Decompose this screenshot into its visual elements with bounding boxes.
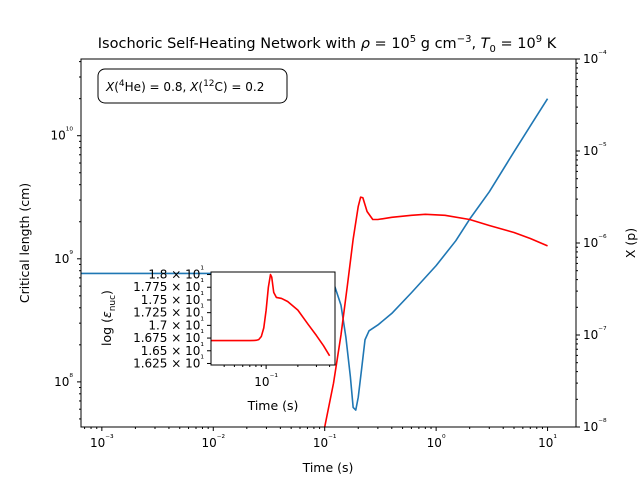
inset-x-axis-ticks: 10⁻¹ <box>223 365 331 389</box>
main-ylabel: Critical length (cm) <box>17 183 32 303</box>
inset-y-tick-label: 1.8 × 10¹ <box>148 266 204 282</box>
x-tick-label: 10¹ <box>538 434 557 450</box>
y-left-tick-label: 10¹⁰ <box>51 127 74 143</box>
chart-title: Isochoric Self-Heating Network with ρ = … <box>98 34 557 55</box>
x-tick-label: 10⁻³ <box>90 434 114 450</box>
main-x-axis-ticks: 10⁻³ 10⁻² 10⁻¹ 10⁰ 10¹ <box>84 427 557 450</box>
inset-y-tick-label: 1.625 × 10¹ <box>133 354 204 370</box>
composition-annotation: X(4He) = 0.8, X(12C) = 0.2 <box>97 68 288 104</box>
y-right-tick-label: 10⁻⁵ <box>583 142 607 158</box>
inset-ylabel: log (εnuc) <box>99 290 118 346</box>
y-right-tick-label: 10⁻⁷ <box>583 326 607 342</box>
energy-generation-line <box>211 273 331 357</box>
inset-y-tick-label: 1.675 × 10¹ <box>133 329 204 345</box>
main-right-axis-ticks: 10⁻⁸ 10⁻⁷ 10⁻⁶ 10⁻⁵ 10⁻⁴ <box>576 50 607 434</box>
inset-xlabel: Time (s) <box>247 398 299 413</box>
inset-plot-lines <box>211 273 331 357</box>
main-left-axis-ticks: 10⁸ 10⁹ 10¹⁰ <box>51 61 81 420</box>
x-tick-label: 10⁰ <box>427 434 446 450</box>
inset-y-tick-label: 1.65 × 10¹ <box>141 342 205 358</box>
inset-y-tick-label: 1.725 × 10¹ <box>133 304 204 320</box>
main-plot-lines <box>81 98 549 427</box>
main-xlabel: Time (s) <box>302 460 354 475</box>
x-tick-label: 10⁻² <box>201 434 225 450</box>
proton-fraction-line <box>323 196 548 427</box>
inset-y-tick-label: 1.75 × 10¹ <box>141 291 205 307</box>
x-tick-label: 10⁻¹ <box>313 434 337 450</box>
y-right-tick-label: 10⁻⁴ <box>583 50 607 66</box>
inset-x-tick-label: 10⁻¹ <box>254 373 278 389</box>
main-axes-frame <box>80 58 577 428</box>
inset-y-tick-label: 1.7 × 10¹ <box>148 316 204 332</box>
svg-text:X(4He) = 0.8, X(12C) = 0.2: X(4He) = 0.8, X(12C) = 0.2 <box>105 79 264 94</box>
y-left-tick-label: 10⁹ <box>54 250 73 266</box>
y-right-tick-label: 10⁻⁸ <box>583 418 607 434</box>
main-ylabel-right: X (p) <box>623 228 638 258</box>
inset-axes-frame <box>210 271 336 366</box>
y-right-tick-label: 10⁻⁶ <box>583 234 607 250</box>
y-left-tick-label: 10⁸ <box>54 373 73 389</box>
inset-y-tick-label: 1.775 × 10¹ <box>133 278 204 294</box>
